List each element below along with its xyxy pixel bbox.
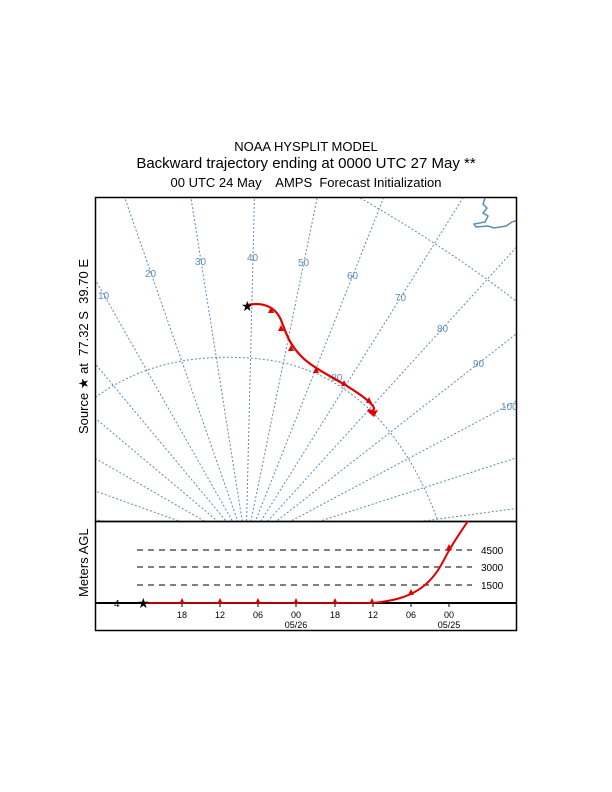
meridian-line [124, 198, 239, 521]
latitude-circle-80s [96, 356, 439, 521]
trajectory-marker [278, 325, 284, 331]
height-marker [369, 598, 375, 604]
coastline [472, 198, 516, 229]
height-marker [408, 589, 414, 595]
height-marker [179, 598, 185, 604]
meridian-label-30: 30 [195, 257, 207, 268]
meridian-label-70: 70 [395, 293, 407, 304]
meridian-line [96, 458, 206, 521]
meridian-line [0, 545, 246, 555]
height-markers [179, 544, 452, 604]
height-marker [255, 598, 261, 604]
trajectory-end-marker [368, 410, 378, 417]
meridian-label-20: 20 [145, 269, 157, 280]
meridian-line [275, 333, 516, 521]
trajectory-markers [268, 307, 372, 403]
meridian-label-50: 50 [298, 258, 310, 269]
time-tick-label: 18 [177, 610, 187, 620]
meridian-label-100: 100 [501, 402, 518, 413]
trajectory-marker [313, 367, 319, 373]
meridian-line [246, 545, 612, 584]
time-tick-label: 06 [406, 610, 416, 620]
time-tick-label: 00 [291, 610, 301, 620]
meridian-line [290, 400, 516, 521]
height-trajectory [371, 520, 469, 604]
height-source-star-icon: ★ [137, 596, 150, 612]
meridian-line [96, 490, 181, 521]
meridian-label-80: 80 [437, 324, 449, 335]
height-marker [293, 598, 299, 604]
initialization-subtitle: 00 UTC 24 May AMPS Forecast Initializati… [170, 175, 442, 190]
height-level-label-4500: 4500 [481, 546, 504, 557]
model-title: NOAA HYSPLIT MODEL [234, 139, 378, 154]
meridian-line [96, 363, 227, 521]
trajectory-marker [288, 345, 294, 351]
height-level-label-3000: 3000 [481, 563, 504, 574]
meridian-labels: 10 20 30 40 50 60 70 80 90 100 [98, 253, 518, 413]
time-tick-label: 12 [368, 610, 378, 620]
meridian-line [246, 545, 612, 742]
meridian-label-40: 40 [247, 253, 259, 264]
meridian-line [260, 198, 464, 521]
trajectory-marker [366, 397, 372, 403]
height-marker [446, 544, 452, 550]
time-tick-label: 00 [444, 610, 454, 620]
time-tick-label: 06 [253, 610, 263, 620]
height-marker [217, 598, 223, 604]
meridian-line [96, 418, 219, 521]
meridian-line [0, 545, 246, 714]
meridian-line [267, 246, 516, 521]
meridian-line [96, 279, 233, 521]
meridian-label-60: 60 [347, 271, 359, 282]
time-date-label: 05/26 [285, 620, 308, 630]
height-marker [332, 598, 338, 604]
trajectory-title: Backward trajectory ending at 0000 UTC 2… [136, 155, 476, 172]
height-panel-frame [94, 520, 518, 632]
height-reference-lines: 4500 3000 1500 [137, 546, 504, 592]
meridian-label-90: 90 [473, 359, 485, 370]
meridian-label-10: 10 [98, 291, 110, 302]
meridian-line [246, 198, 255, 521]
time-tick-label: 12 [215, 610, 225, 620]
height-level-label-1500: 1500 [481, 581, 504, 592]
meridian-line [254, 198, 385, 521]
trajectory-marker [268, 307, 274, 313]
latitude-circle-70s [359, 198, 516, 302]
meridian-line [0, 545, 246, 792]
meridian-line [250, 198, 318, 521]
latitude-circles [96, 198, 516, 521]
trajectory-marker [341, 380, 347, 386]
ground-marker: 4 [114, 599, 120, 610]
meridian-line [190, 198, 243, 521]
meridian-line [96, 519, 107, 521]
time-tick-label: 18 [330, 610, 340, 620]
source-star-icon: ★ [241, 299, 254, 315]
time-date-label: 05/25 [438, 620, 461, 630]
meridian-line [0, 545, 246, 792]
